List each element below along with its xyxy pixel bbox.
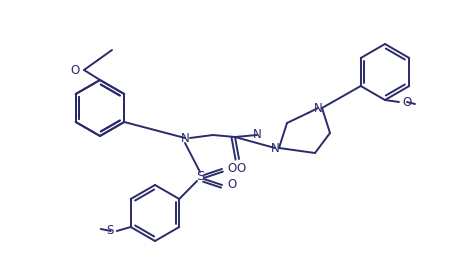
Text: N: N xyxy=(181,131,190,144)
Text: O: O xyxy=(402,96,411,109)
Text: O: O xyxy=(71,63,80,76)
Text: N: N xyxy=(252,129,261,141)
Text: N: N xyxy=(313,102,322,114)
Text: O: O xyxy=(236,161,246,174)
Text: S: S xyxy=(106,224,114,238)
Text: S: S xyxy=(196,170,204,184)
Text: O: O xyxy=(227,178,236,191)
Text: N: N xyxy=(271,141,280,154)
Text: O: O xyxy=(227,163,236,176)
